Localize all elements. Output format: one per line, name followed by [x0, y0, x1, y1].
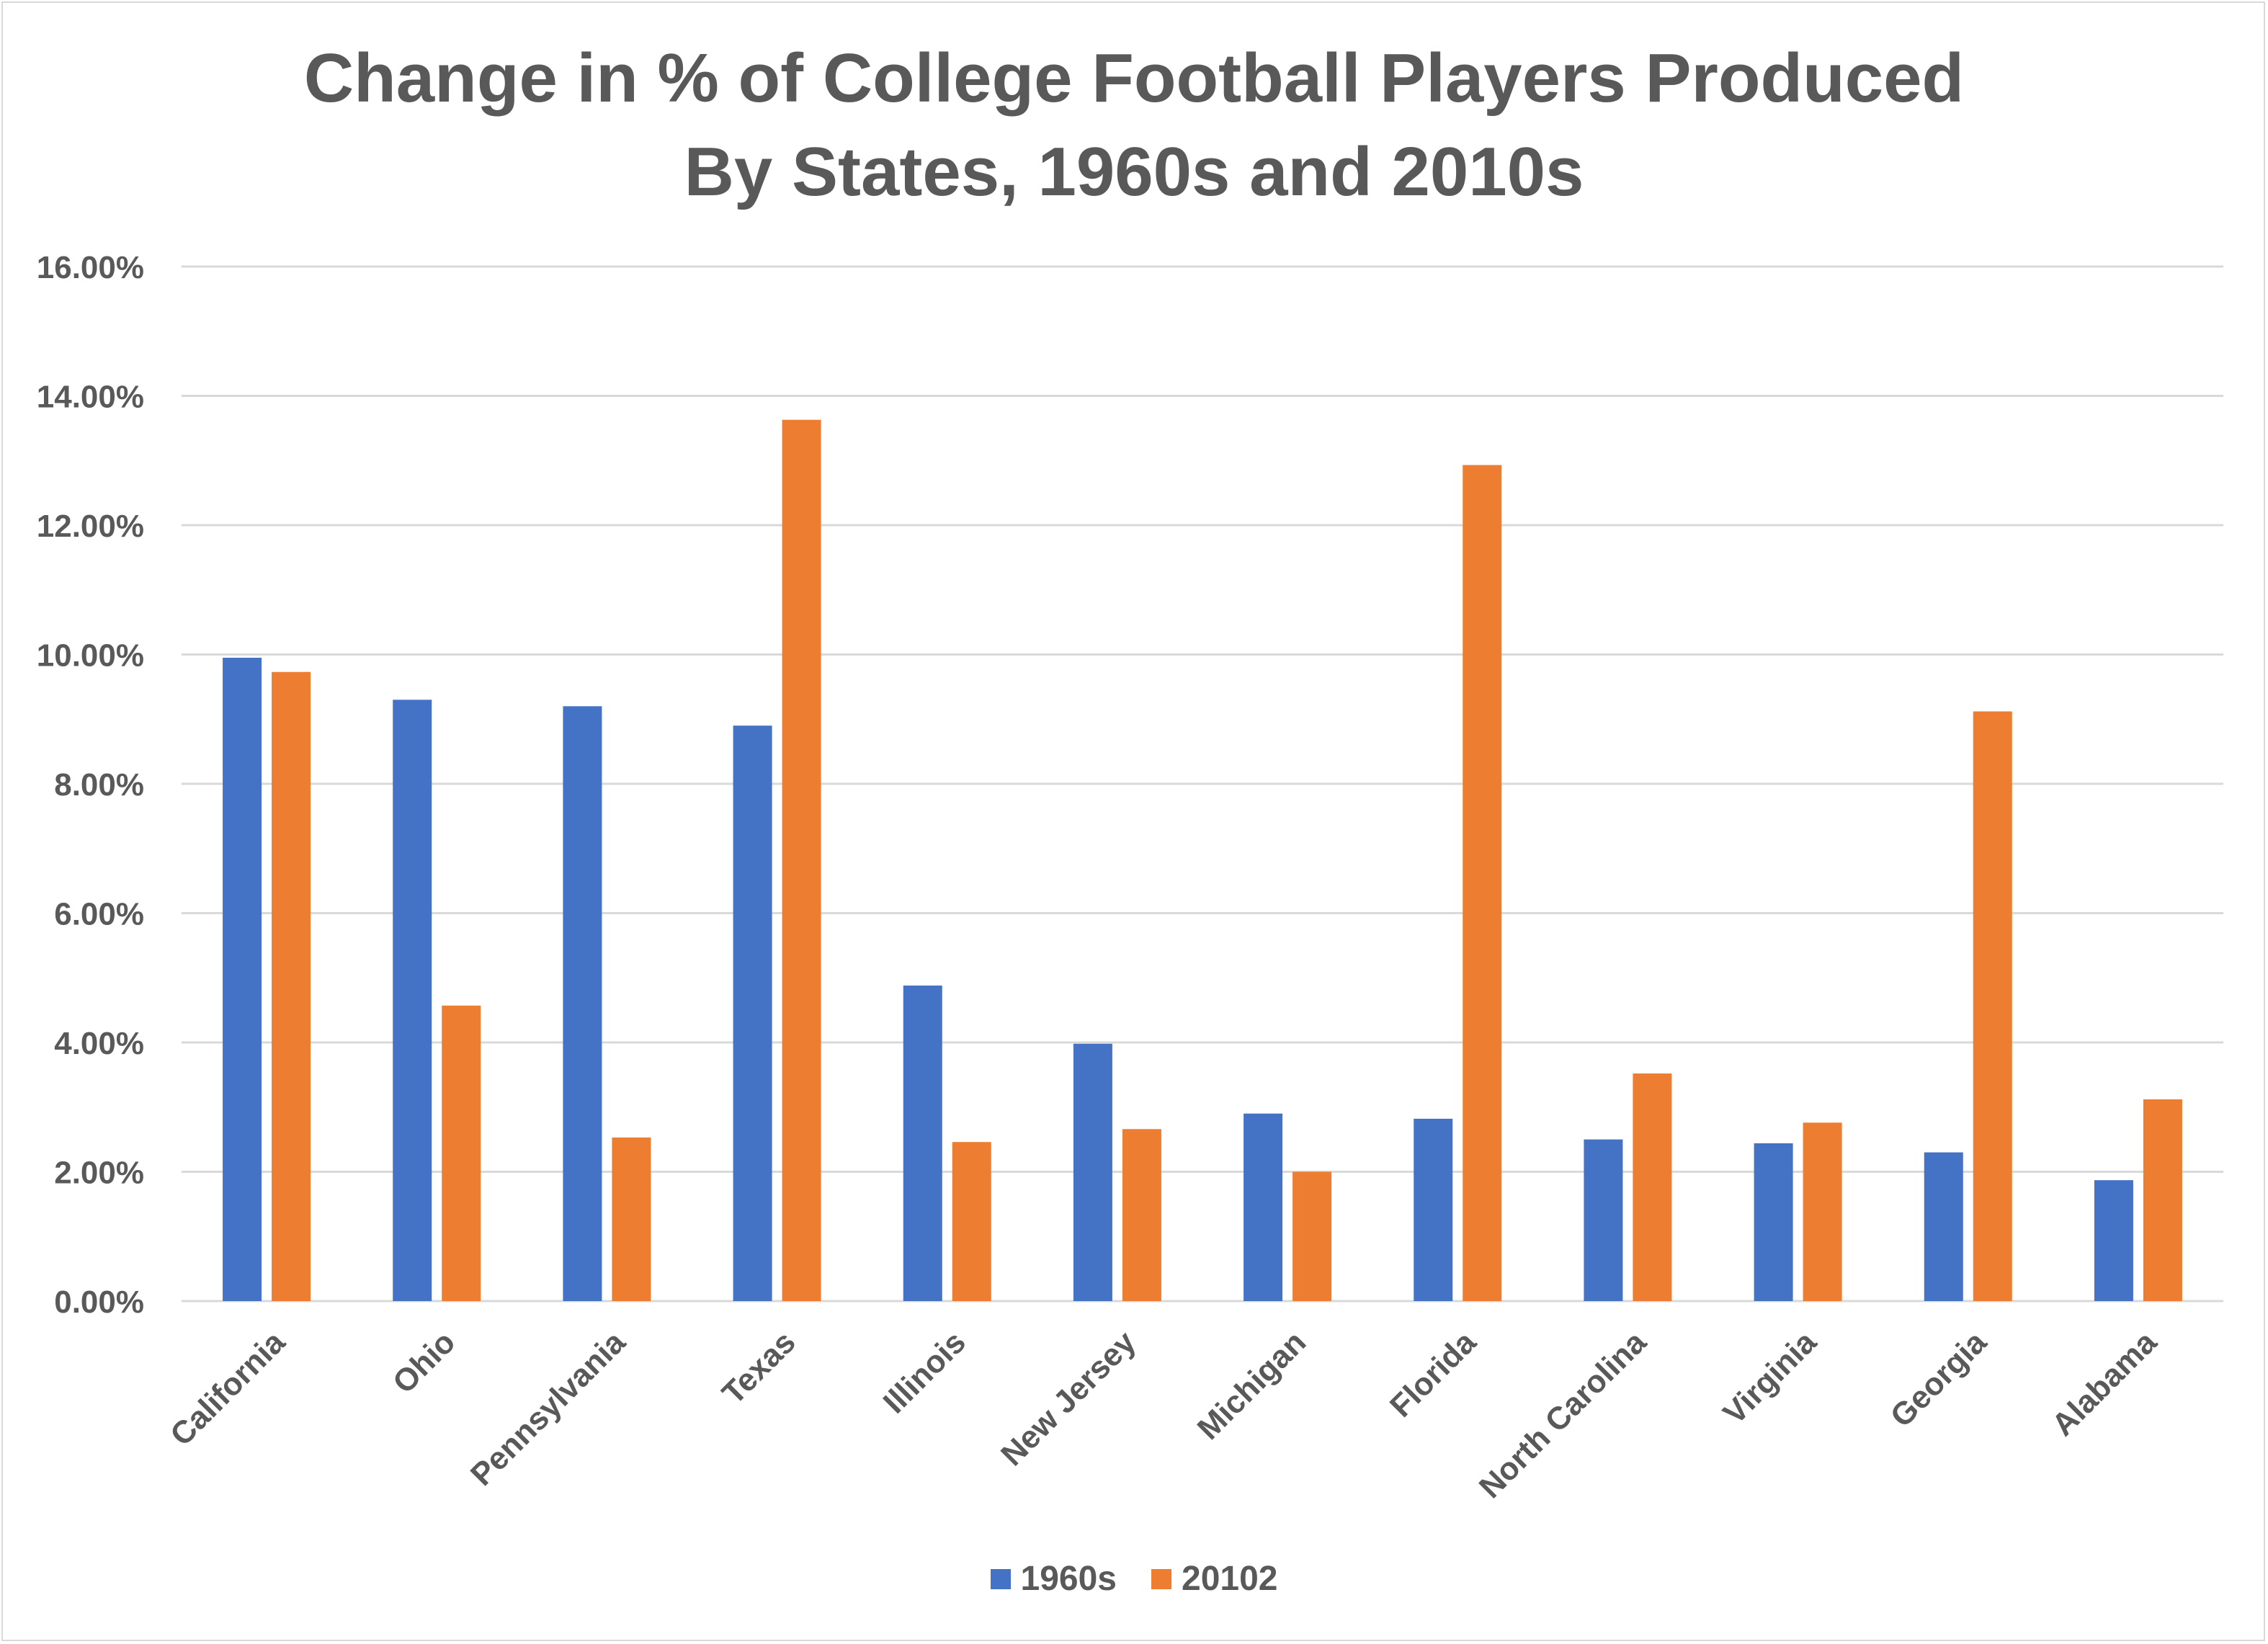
bar-1960s-pennsylvania: [563, 706, 602, 1301]
bar-20102-georgia: [1973, 711, 2012, 1301]
bar-20102-michigan: [1293, 1171, 1332, 1301]
x-category-label: North Carolina: [1473, 1324, 1653, 1505]
bars: [223, 419, 2182, 1301]
legend: 1960s 20102: [0, 1559, 2268, 1599]
bar-20102-california: [272, 671, 311, 1301]
x-category-label: Ohio: [386, 1324, 463, 1400]
bar-20102-illinois: [952, 1142, 991, 1301]
y-tick-label: 12.00%: [37, 509, 144, 544]
bar-1960s-ohio: [393, 700, 432, 1301]
y-tick-label: 4.00%: [54, 1026, 144, 1061]
x-category-label: Illinois: [877, 1324, 973, 1420]
legend-label-1960s: 1960s: [1020, 1560, 1117, 1598]
y-tick-label: 2.00%: [54, 1156, 144, 1191]
x-axis-category-labels: California Ohio Pennsylvania Texas Illinois N…: [164, 1324, 2164, 1505]
bar-1960s-california: [223, 657, 262, 1301]
y-tick-label: 8.00%: [54, 767, 144, 803]
y-tick-label: 14.00%: [37, 380, 144, 415]
bar-1960s-florida: [1414, 1118, 1453, 1301]
x-category-label: Georgia: [1884, 1324, 1994, 1434]
x-category-label: Texas: [715, 1324, 803, 1411]
chart-title: Change in % of College Football Players …: [0, 32, 2268, 219]
bar-1960s-virginia: [1754, 1143, 1793, 1301]
chart-title-line-1: Change in % of College Football Players …: [303, 40, 1965, 117]
x-category-label: Alabama: [2045, 1324, 2164, 1443]
y-tick-label: 16.00%: [37, 250, 144, 285]
bar-20102-pennsylvania: [612, 1137, 651, 1301]
legend-label-20102: 20102: [1182, 1560, 1278, 1598]
bar-1960s-north-carolina: [1584, 1139, 1623, 1301]
chart-title-line-2: By States, 1960s and 2010s: [684, 133, 1584, 210]
bar-20102-north-carolina: [1633, 1073, 1672, 1301]
x-category-label: Virginia: [1716, 1324, 1823, 1431]
bar-20102-texas: [782, 419, 821, 1301]
bar-20102-ohio: [442, 1005, 481, 1301]
legend-swatch-20102: [1151, 1568, 1171, 1589]
bar-20102-virginia: [1803, 1122, 1842, 1301]
legend-item-1960s: 1960s: [990, 1559, 1117, 1599]
bar-20102-alabama: [2143, 1099, 2182, 1301]
bar-20102-florida: [1463, 465, 1502, 1301]
bar-20102-new-jersey: [1122, 1129, 1161, 1301]
bar-1960s-illinois: [903, 986, 942, 1301]
bar-1960s-texas: [733, 725, 772, 1301]
y-tick-label: 10.00%: [37, 638, 144, 674]
x-category-label: California: [164, 1324, 293, 1453]
bar-1960s-new-jersey: [1073, 1043, 1112, 1301]
legend-swatch-1960s: [990, 1568, 1011, 1589]
y-tick-label: 6.00%: [54, 897, 144, 932]
bar-1960s-alabama: [2094, 1180, 2133, 1301]
x-category-label: Michigan: [1191, 1324, 1313, 1446]
bar-1960s-georgia: [1924, 1152, 1963, 1301]
x-category-label: Florida: [1383, 1324, 1483, 1424]
x-category-label: Pennsylvania: [464, 1324, 633, 1493]
bar-1960s-michigan: [1244, 1113, 1283, 1301]
y-tick-label: 0.00%: [54, 1285, 144, 1320]
legend-item-20102: 20102: [1151, 1559, 1277, 1599]
gridlines: [182, 265, 2223, 1303]
x-category-label: New Jersey: [994, 1324, 1143, 1473]
y-axis-tick-labels: 0.00% 2.00% 4.00% 6.00% 8.00% 10.00% 12.00% 14.…: [37, 250, 144, 1320]
